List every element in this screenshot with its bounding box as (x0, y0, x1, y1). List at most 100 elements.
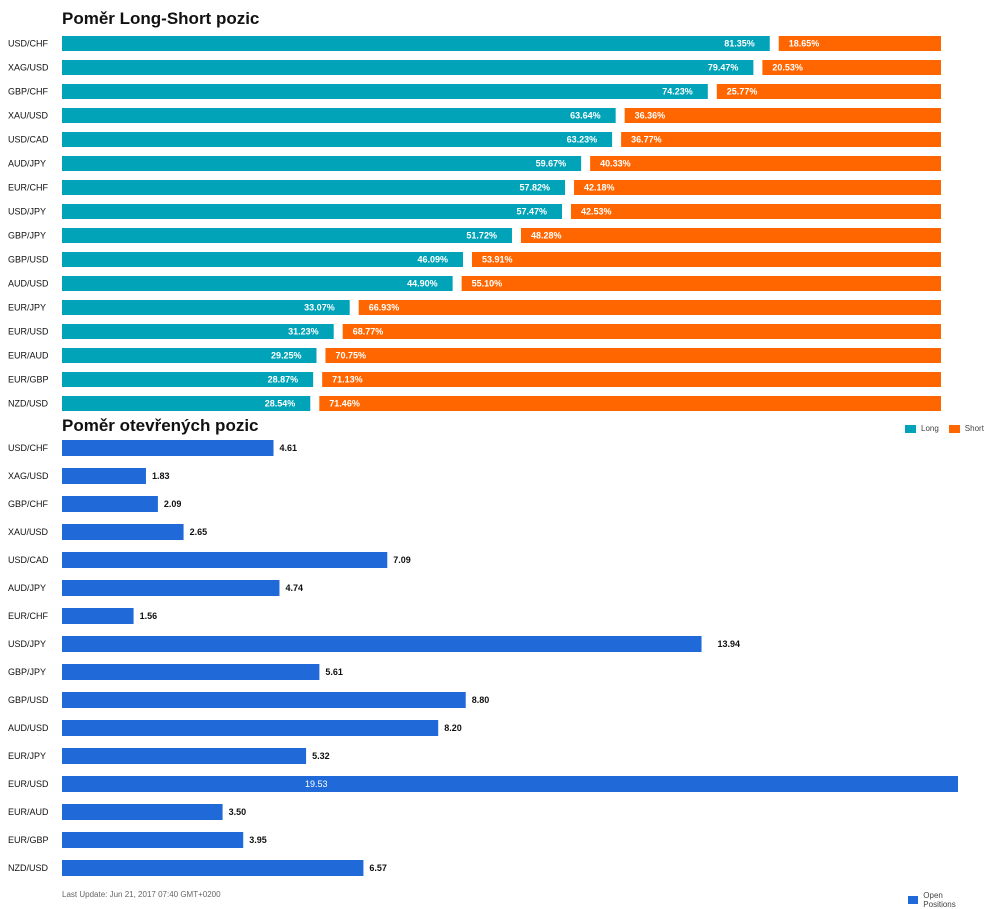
op-value-label-eur-usd: 19.53 (305, 779, 328, 789)
ls-short-label-eur-chf: 42.18% (584, 183, 615, 193)
ls-long-bar-nzd-usd (62, 396, 311, 411)
ls-category-label-gbp-chf: GBP/CHF (8, 87, 49, 97)
ls-long-bar-eur-jpy (62, 300, 350, 315)
ls-long-bar-gbp-chf (62, 84, 708, 99)
op-category-label-gbp-jpy: GBP/JPY (8, 667, 46, 677)
ls-long-label-gbp-chf: 74.23% (662, 87, 693, 97)
ls-category-label-eur-gbp: EUR/GBP (8, 375, 49, 385)
ls-short-label-gbp-chf: 25.77% (727, 87, 758, 97)
op-value-label-usd-cad: 7.09 (393, 555, 411, 565)
ls-long-label-xag-usd: 79.47% (708, 63, 739, 73)
op-bar-eur-aud (62, 804, 223, 820)
ls-long-label-nzd-usd: 28.54% (265, 399, 296, 409)
op-value-label-usd-jpy: 13.94 (718, 639, 741, 649)
op-value-label-eur-jpy: 5.32 (312, 751, 330, 761)
ls-short-bar-eur-jpy (358, 300, 942, 315)
op-value-label-aud-jpy: 4.74 (285, 583, 303, 593)
ls-long-bar-usd-cad (62, 132, 613, 147)
ls-short-label-xag-usd: 20.53% (772, 63, 803, 73)
open-positions-legend: Open Positions (908, 891, 984, 909)
op-category-label-eur-gbp: EUR/GBP (8, 835, 49, 845)
op-category-label-nzd-usd: NZD/USD (8, 863, 48, 873)
ls-short-label-eur-usd: 68.77% (353, 327, 384, 337)
ls-category-label-xag-usd: XAG/USD (8, 63, 49, 73)
ls-category-label-xau-usd: XAU/USD (8, 111, 49, 121)
op-value-label-aud-usd: 8.20 (444, 723, 462, 733)
ls-long-label-aud-jpy: 59.67% (536, 159, 567, 169)
op-value-label-eur-aud: 3.50 (229, 807, 247, 817)
ls-long-label-eur-chf: 57.82% (520, 183, 551, 193)
ls-short-label-eur-gbp: 71.13% (332, 375, 363, 385)
ls-long-label-eur-gbp: 28.87% (268, 375, 299, 385)
op-bar-usd-cad (62, 552, 388, 568)
ls-short-bar-usd-jpy (570, 204, 941, 219)
legend-short-label: Short (964, 424, 984, 433)
op-bar-eur-gbp (62, 832, 244, 848)
ls-short-bar-gbp-chf (716, 84, 941, 99)
last-update-text: Last Update: Jun 21, 2017 07:40 GMT+0200 (62, 890, 221, 899)
ls-long-bar-eur-gbp (62, 372, 314, 387)
ls-category-label-aud-jpy: AUD/JPY (8, 159, 46, 169)
ls-short-label-aud-jpy: 40.33% (600, 159, 631, 169)
op-value-label-nzd-usd: 6.57 (369, 863, 387, 873)
ls-short-label-xau-usd: 36.36% (635, 111, 666, 121)
op-category-label-aud-jpy: AUD/JPY (8, 583, 46, 593)
ls-short-bar-aud-jpy (590, 156, 941, 171)
ls-short-label-usd-jpy: 42.53% (581, 207, 612, 217)
ls-short-bar-nzd-usd (319, 396, 942, 411)
ls-category-label-eur-chf: EUR/CHF (8, 183, 49, 193)
op-bar-gbp-chf (62, 496, 158, 512)
legend-long-label: Long (921, 424, 939, 433)
op-category-label-eur-jpy: EUR/JPY (8, 751, 46, 761)
ls-short-bar-eur-aud (325, 348, 942, 363)
ls-short-bar-eur-gbp (322, 372, 941, 387)
ls-category-label-eur-usd: EUR/USD (8, 327, 49, 337)
legend-open-positions: Open Positions (908, 891, 974, 909)
ls-long-bar-eur-aud (62, 348, 317, 363)
ls-long-bar-gbp-jpy (62, 228, 512, 243)
ls-long-bar-usd-jpy (62, 204, 562, 219)
legend-open-label: Open Positions (923, 891, 956, 909)
op-value-label-xag-usd: 1.83 (152, 471, 170, 481)
ls-category-label-eur-jpy: EUR/JPY (8, 303, 46, 313)
op-bar-gbp-usd (62, 692, 466, 708)
op-value-label-usd-chf: 4.61 (279, 443, 297, 453)
op-category-label-eur-usd: EUR/USD (8, 779, 49, 789)
ls-short-bar-eur-usd (342, 324, 941, 339)
ls-long-bar-usd-chf (62, 36, 770, 51)
legend-long-swatch (905, 424, 916, 433)
op-bar-aud-usd (62, 720, 439, 736)
legend-long: Long (905, 424, 939, 433)
ls-short-bar-aud-usd (461, 276, 941, 291)
op-category-label-usd-chf: USD/CHF (8, 443, 49, 453)
op-category-label-gbp-chf: GBP/CHF (8, 499, 49, 509)
ls-short-bar-usd-cad (621, 132, 941, 147)
ls-category-label-usd-jpy: USD/JPY (8, 207, 46, 217)
ls-short-label-nzd-usd: 71.46% (329, 399, 360, 409)
op-bar-usd-chf (62, 440, 274, 456)
ls-long-label-xau-usd: 63.64% (570, 111, 601, 121)
op-category-label-xag-usd: XAG/USD (8, 471, 49, 481)
op-category-label-eur-aud: EUR/AUD (8, 807, 49, 817)
op-bar-eur-chf (62, 608, 134, 624)
ls-long-bar-aud-usd (62, 276, 453, 291)
op-bar-eur-jpy (62, 748, 307, 764)
open-positions-chart-title: Poměr otevřených pozic (62, 416, 259, 435)
ls-short-bar-gbp-jpy (520, 228, 941, 243)
ls-long-label-gbp-usd: 46.09% (417, 255, 448, 265)
ls-category-label-aud-usd: AUD/USD (8, 279, 49, 289)
ls-short-label-usd-cad: 36.77% (631, 135, 662, 145)
ls-short-bar-usd-chf (778, 36, 941, 51)
op-category-label-gbp-usd: GBP/USD (8, 695, 49, 705)
ls-long-label-eur-usd: 31.23% (288, 327, 319, 337)
op-bar-nzd-usd (62, 860, 364, 876)
op-bar-gbp-jpy (62, 664, 320, 680)
op-value-label-xau-usd: 2.65 (190, 527, 208, 537)
op-value-label-gbp-usd: 8.80 (472, 695, 490, 705)
ls-long-label-eur-jpy: 33.07% (304, 303, 335, 313)
ls-long-bar-gbp-usd (62, 252, 463, 267)
ls-long-label-usd-cad: 63.23% (567, 135, 598, 145)
ls-long-label-usd-chf: 81.35% (724, 39, 755, 49)
op-bar-xag-usd (62, 468, 146, 484)
op-category-label-eur-chf: EUR/CHF (8, 611, 49, 621)
